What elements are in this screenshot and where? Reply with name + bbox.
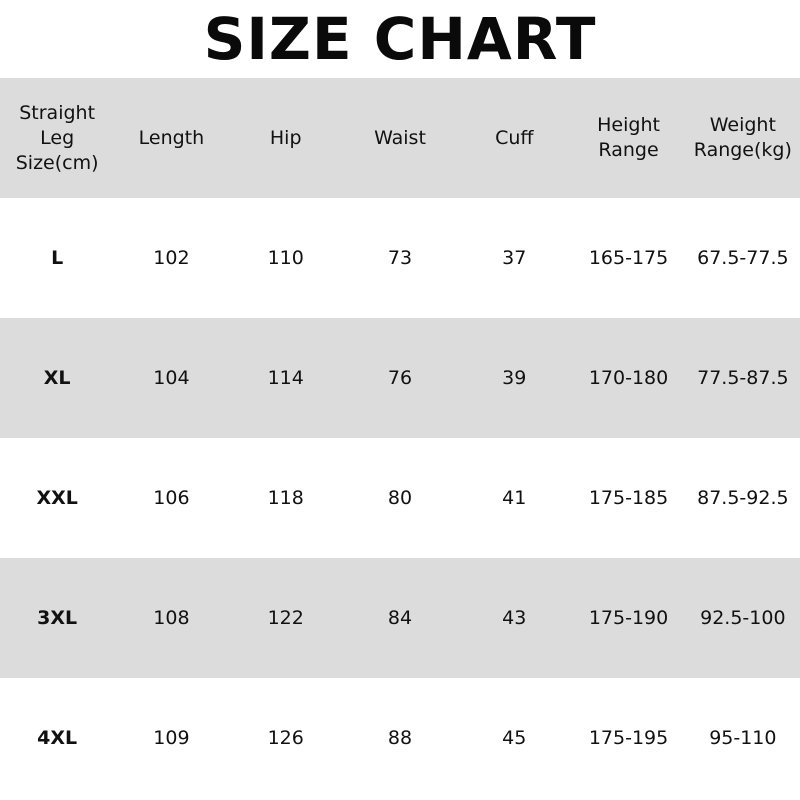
table-cell: 41	[502, 486, 527, 509]
column-header-line: Size(cm)	[15, 151, 99, 174]
table-cell: 67.5-77.5	[697, 246, 789, 269]
column-header-line: Range	[598, 139, 659, 161]
table-cell: 73	[387, 246, 413, 269]
column-header-line: Range(kg)	[693, 139, 792, 161]
table-cell: 84	[387, 606, 413, 629]
table-cell: 110	[267, 246, 304, 269]
table-cell: 126	[267, 726, 304, 749]
column-header-line: Leg	[40, 126, 75, 149]
column-header-line: Weight	[709, 114, 776, 136]
size-label: XXL	[36, 486, 78, 509]
table-cell: 37	[502, 246, 527, 269]
table-cell: 175-190	[588, 606, 669, 629]
column-header: Length	[114, 78, 228, 198]
column-header: Hip	[229, 78, 343, 198]
table-cell: 114	[267, 366, 304, 389]
table-cell: 106	[153, 486, 190, 509]
table-row: 4XL 109 126 88 45 175-195 95-110	[0, 678, 800, 798]
table-cell: 108	[153, 606, 190, 629]
table-cell: 175-185	[588, 486, 669, 509]
table-cell: 77.5-87.5	[697, 366, 789, 389]
column-header: Height Range	[571, 78, 685, 198]
table-row: XXL 106 118 80 41 175-185 87.5-92.5	[0, 438, 800, 558]
size-label: L	[51, 246, 64, 269]
table-cell: 87.5-92.5	[697, 486, 789, 509]
table-row: XL 104 114 76 39 170-180 77.5-87.5	[0, 318, 800, 438]
column-header-line: Straight	[19, 101, 96, 124]
table-cell: 109	[153, 726, 190, 749]
table-cell: 76	[387, 366, 413, 389]
table-cell: 88	[387, 726, 413, 749]
table-cell: 118	[267, 486, 304, 509]
table-cell: 170-180	[588, 366, 669, 389]
table-cell: 165-175	[588, 246, 669, 269]
column-header: Weight Range(kg)	[686, 78, 800, 198]
table-cell: 104	[153, 366, 190, 389]
table-cell: 92.5-100	[700, 606, 786, 629]
column-header: Waist	[343, 78, 457, 198]
size-label: XL	[43, 366, 71, 389]
column-header-line: Waist	[374, 126, 426, 149]
size-label: 3XL	[37, 606, 78, 629]
table-cell: 95-110	[709, 726, 777, 749]
table-cell: 175-195	[588, 726, 669, 749]
table-cell: 45	[502, 726, 527, 749]
table-cell: 43	[502, 606, 527, 629]
table-cell: 39	[502, 366, 527, 389]
page-title: SIZE CHART	[203, 5, 597, 73]
column-header-line: Cuff	[495, 126, 534, 149]
table-cell: 80	[387, 486, 413, 509]
size-chart-table: Straight Leg Size(cm) Length Hip Waist Cuff Hei…	[0, 78, 800, 798]
header-row: Straight Leg Size(cm) Length Hip Waist Cuff Hei…	[0, 78, 800, 198]
table-row: L 102 110 73 37 165-175 67.5-77.5	[0, 198, 800, 318]
column-header-line: Hip	[269, 126, 302, 149]
column-header: Straight Leg Size(cm)	[0, 78, 114, 198]
column-header-line: Height	[597, 114, 660, 136]
table-cell: 102	[153, 246, 190, 269]
table-row: 3XL 108 122 84 43 175-190 92.5-100	[0, 558, 800, 678]
column-header: Cuff	[457, 78, 571, 198]
column-header-line: Length	[138, 126, 205, 149]
table-cell: 122	[267, 606, 304, 629]
size-label: 4XL	[37, 726, 78, 749]
